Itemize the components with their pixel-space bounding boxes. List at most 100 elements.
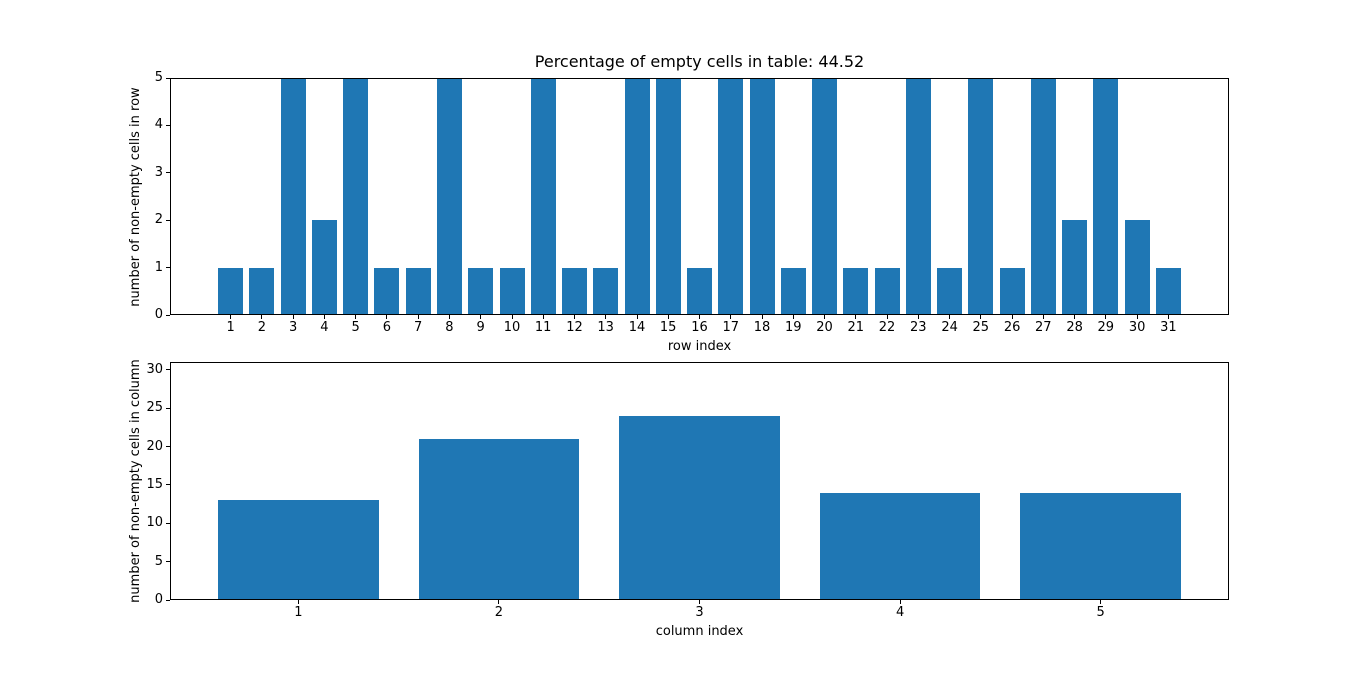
bar [1124, 220, 1150, 315]
x-tick-label: 13 [597, 320, 614, 335]
bar [249, 267, 275, 315]
bar [343, 78, 369, 315]
x-tick-label: 5 [1096, 605, 1105, 620]
x-tick [824, 315, 825, 319]
x-tick-label: 28 [1066, 320, 1083, 335]
x-tick [542, 315, 544, 319]
bar [968, 78, 994, 315]
bar [874, 267, 900, 315]
bar [1062, 220, 1088, 315]
x-tick-label: 9 [476, 320, 485, 335]
x-tick [1042, 315, 1044, 319]
x-tick-label: 25 [972, 320, 990, 335]
bar [843, 267, 869, 315]
x-tick [980, 315, 982, 319]
x-tick-label: 11 [534, 320, 552, 335]
x-tick-label: 2 [257, 320, 267, 335]
x-tick [886, 315, 888, 319]
bar [374, 267, 400, 315]
x-tick [605, 315, 607, 319]
x-tick-label: 23 [910, 320, 927, 335]
bar [499, 267, 525, 315]
y-tick [166, 369, 170, 371]
bar [619, 415, 780, 600]
bar [819, 492, 981, 600]
x-axis-label: column index [655, 624, 744, 639]
y-tick [166, 314, 170, 316]
y-tick [166, 172, 170, 174]
y-tick [166, 484, 170, 486]
x-tick [761, 315, 763, 319]
y-tick [166, 267, 170, 269]
x-tick-label: 21 [847, 320, 865, 335]
y-axis-label: number of non-empty cells in row [128, 86, 143, 307]
bar [905, 78, 931, 315]
y-tick [166, 446, 170, 447]
y-tick [166, 522, 170, 524]
bar [999, 267, 1025, 315]
plot-frame [170, 362, 1229, 600]
bar [655, 78, 681, 315]
y-tick [166, 599, 170, 601]
x-tick [448, 315, 450, 319]
x-tick [386, 315, 388, 319]
x-tick-label: 12 [566, 320, 583, 335]
x-tick-label: 30 [1128, 320, 1146, 335]
bar [812, 78, 837, 315]
bar [418, 438, 580, 600]
bar [530, 78, 556, 315]
x-tick [1105, 315, 1107, 319]
x-tick-label: 22 [878, 320, 896, 335]
x-tick-label: 5 [351, 320, 360, 335]
y-tick [166, 407, 170, 409]
x-tick-label: 1 [294, 605, 303, 620]
x-tick [297, 600, 299, 604]
x-tick [574, 315, 575, 319]
x-tick [355, 315, 357, 319]
x-tick [498, 600, 500, 604]
bar [218, 267, 244, 315]
bar [749, 78, 775, 315]
bar [593, 267, 619, 315]
x-tick-label: 4 [895, 605, 905, 620]
bar [624, 78, 650, 315]
bar [405, 267, 431, 315]
y-tick [166, 77, 170, 79]
x-tick [855, 315, 857, 319]
x-tick [1100, 600, 1102, 604]
y-tick-label: 5 [154, 70, 163, 85]
bar [1093, 78, 1119, 315]
bar [937, 267, 963, 315]
x-tick-label: 2 [494, 605, 504, 620]
bar [468, 267, 494, 315]
bar [1020, 492, 1181, 600]
y-tick-label: 15 [146, 476, 163, 492]
x-axis-label: row index [667, 339, 732, 354]
x-tick-label: 27 [1035, 320, 1052, 335]
x-tick [667, 315, 669, 319]
x-tick [917, 315, 919, 319]
x-tick [1011, 315, 1013, 319]
x-tick-label: 8 [445, 320, 454, 335]
y-tick-label: 20 [146, 438, 163, 454]
x-tick-label: 16 [691, 320, 708, 335]
x-tick-label: 6 [382, 320, 392, 335]
x-tick-label: 3 [695, 605, 704, 620]
x-tick [792, 315, 794, 319]
bar [562, 267, 587, 315]
y-axis-label: number of non-empty cells in column [128, 359, 143, 603]
y-tick [166, 561, 170, 563]
bar [718, 78, 744, 315]
x-tick-label: 15 [659, 320, 677, 335]
x-tick [699, 315, 700, 319]
y-tick-label: 1 [154, 259, 163, 275]
x-tick-label: 26 [1003, 320, 1021, 335]
y-tick [166, 219, 170, 221]
x-tick [417, 315, 419, 319]
y-tick [166, 124, 170, 126]
bar [218, 500, 379, 600]
x-tick [636, 315, 638, 319]
bar [311, 220, 337, 315]
x-tick-label: 18 [753, 320, 771, 335]
x-tick [323, 315, 325, 319]
